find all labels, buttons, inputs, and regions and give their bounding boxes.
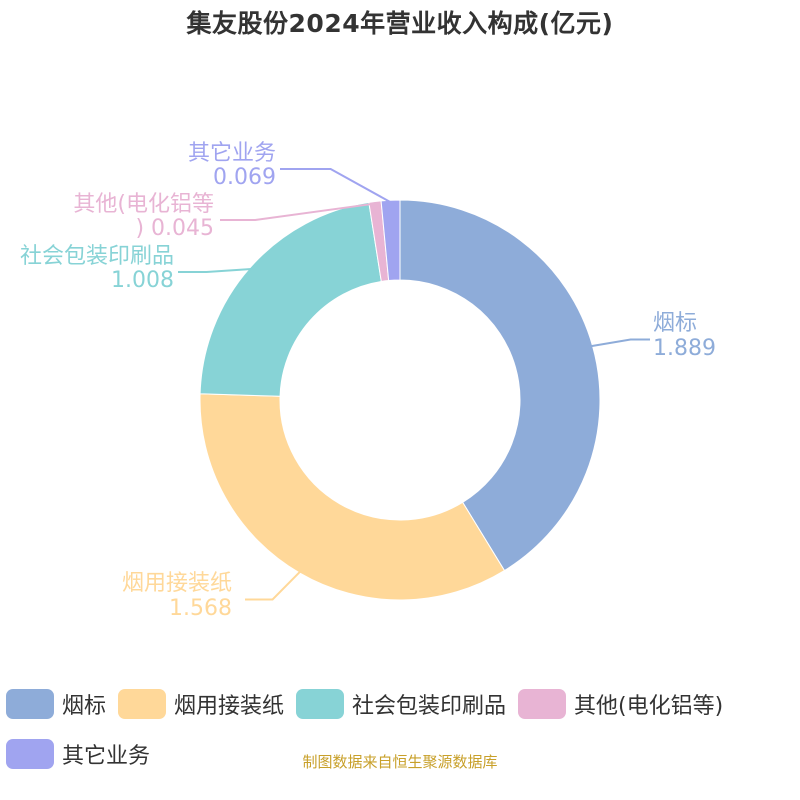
legend-swatch [6, 689, 54, 719]
chart-title: 集友股份2024年营业收入构成(亿元) [186, 9, 614, 38]
legend-label: 烟用接装纸 [174, 694, 285, 719]
legend-label: 烟标 [62, 694, 107, 719]
legend-swatch [518, 689, 567, 719]
slice-label-name: 其它业务 [188, 141, 276, 166]
donut-slice[interactable] [199, 393, 506, 601]
slice-label-value: 1.008 [111, 268, 174, 293]
legend-label: 其它业务 [62, 744, 151, 769]
legend-label: 其他(电化铝等) [574, 694, 724, 719]
legend-label: 社会包装印刷品 [352, 694, 507, 719]
leader-line [178, 268, 252, 273]
slice-label-value: 1.568 [169, 596, 232, 621]
donut-slice[interactable] [399, 199, 601, 572]
slice-label-name: 烟用接装纸 [122, 571, 232, 596]
slice-label-value: 1.889 [653, 336, 716, 361]
slice-label-name: 其他(电化铝等 [73, 192, 214, 217]
legend-item-yanbiao[interactable]: 烟标 [6, 688, 106, 720]
slice-label-name: 烟标 [653, 311, 697, 336]
slice-label-name: 社会包装印刷品 [20, 244, 174, 269]
leader-line [590, 338, 650, 348]
legend-swatch [296, 689, 345, 719]
legend: 烟标 烟用接装纸 社会包装印刷品 其他(电化铝等) 其它业务 [6, 688, 800, 770]
legend-item-jiezhuangzhi[interactable]: 烟用接装纸 [118, 688, 284, 720]
legend-item-shehui-baozhuang[interactable]: 社会包装印刷品 [296, 688, 506, 720]
slice-label-value: 0.069 [213, 165, 276, 190]
legend-item-qita-dianhualv[interactable]: 其他(电化铝等) [518, 688, 723, 720]
slice-label-value: ) 0.045 [135, 216, 214, 241]
donut-slice[interactable] [199, 201, 382, 397]
legend-swatch [6, 739, 54, 769]
leader-line [245, 570, 302, 601]
legend-swatch [118, 689, 167, 719]
data-source-note: 制图数据来自恒生聚源数据库 [302, 753, 498, 771]
legend-item-qita-yewu[interactable]: 其它业务 [6, 738, 150, 770]
leader-line [280, 168, 392, 204]
leader-line [220, 202, 376, 221]
